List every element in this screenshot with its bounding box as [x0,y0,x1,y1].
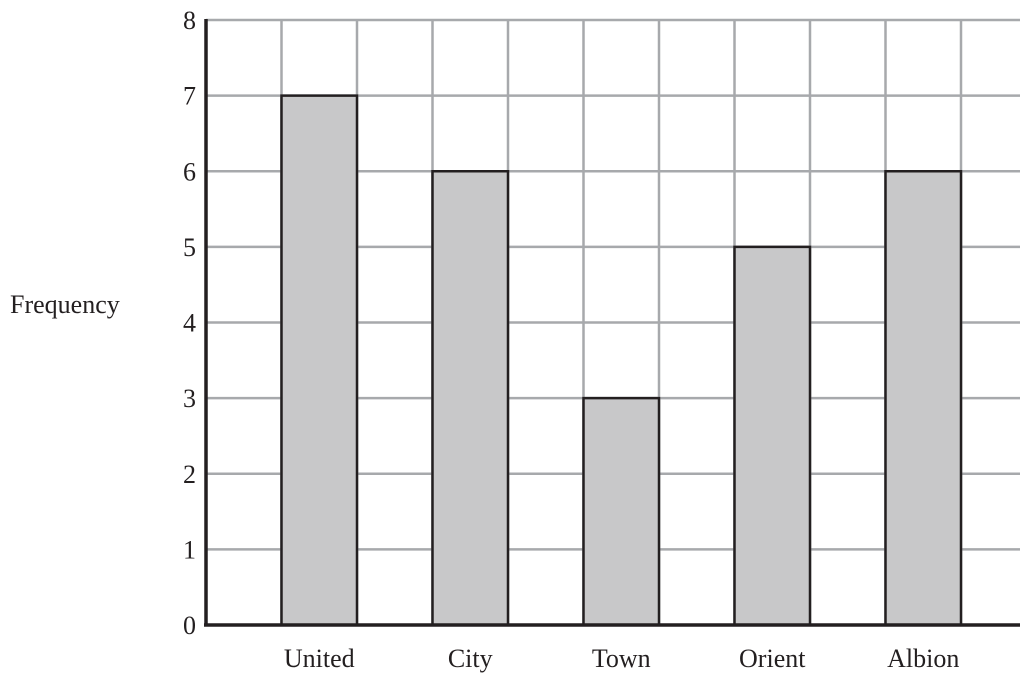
y-axis-title: Frequency [10,290,120,319]
y-tick-label: 4 [183,309,196,338]
y-tick-label: 6 [183,157,196,186]
y-tick-labels: 0 1 2 3 4 5 6 7 8 [183,6,196,640]
bar-town [582,396,661,627]
bar-orient [733,245,812,627]
y-tick-label: 5 [183,233,196,262]
x-category-labels: United City Town Orient Albion [284,644,960,673]
x-category-label: United [284,644,355,673]
y-tick-label: 3 [183,384,196,413]
y-tick-label: 1 [183,535,196,564]
bar-city [431,170,510,627]
y-tick-label: 8 [183,6,196,35]
bar-albion [884,170,963,627]
y-tick-label: 7 [183,82,196,111]
x-category-label: City [448,644,493,673]
y-tick-label: 0 [183,611,196,640]
x-category-label: Town [592,644,651,673]
x-category-label: Orient [739,644,806,673]
axes-group [204,19,1020,627]
bar-united [280,94,359,627]
bars-group [280,94,963,627]
x-category-label: Albion [887,644,959,673]
y-tick-label: 2 [183,460,196,489]
